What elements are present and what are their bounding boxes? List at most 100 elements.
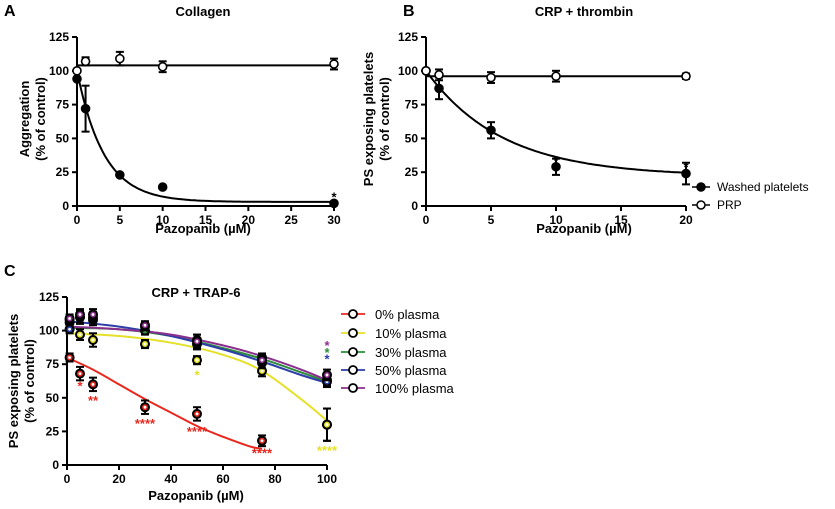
ylabel-a-line1: Aggregation (17, 81, 32, 158)
fit-curve-c-4 (66, 325, 328, 382)
x-tick-label-a: 0 (74, 213, 81, 227)
plot-a: 0 25 50 75 100 125 0 5 10 15 20 25 30 * (49, 30, 341, 227)
ylabel-c-line1: PS exposing platelets (6, 314, 21, 448)
x-tick-label-c: 20 (112, 472, 126, 486)
y-tick-label-c: 125 (39, 290, 59, 304)
data-point-center-c-1 (78, 333, 82, 337)
plot-b: 0 25 50 75 100 125 0 5 10 15 20 * * (398, 30, 693, 227)
data-point-b-1 (551, 71, 561, 82)
y-tick-label-b: 0 (411, 199, 418, 213)
data-point-b-1 (421, 66, 431, 76)
data-point-b-1 (681, 71, 691, 82)
data-point-center-c-1 (325, 423, 329, 427)
y-tick-label-c: 75 (46, 357, 60, 371)
legend-ab: Washed platelets PRP (692, 180, 809, 212)
significance-a-0: * (331, 189, 337, 204)
x-tick-label-a: 30 (327, 213, 341, 227)
data-point-center-c-0 (68, 356, 71, 359)
data-point-a-1 (157, 61, 168, 72)
xlabel-c: Pazopanib (µM) (148, 488, 244, 503)
data-point-center-c-1 (195, 358, 199, 362)
data-point-center-c-4 (143, 323, 147, 327)
data-point-center-c-4 (325, 373, 329, 377)
significance-c-7: * (324, 352, 330, 367)
data-point-center-c-0 (143, 405, 147, 409)
data-point-b-0 (551, 161, 561, 172)
y-tick-label-a: 25 (56, 165, 70, 179)
data-point-center-c-4 (91, 313, 95, 316)
y-tick-label-a: 100 (49, 64, 69, 78)
x-tick-label-a: 15 (199, 213, 213, 227)
legend-label-washed: Washed platelets (717, 180, 809, 194)
x-tick-label-a: 25 (284, 213, 298, 227)
title-a: Collagen (176, 4, 231, 19)
x-tick-label-a: 10 (156, 213, 170, 227)
legend-c-marker-4 (348, 383, 358, 393)
panel-letter-c: C (4, 263, 16, 280)
data-point-b-0 (486, 125, 496, 136)
significance-b-0: * (553, 153, 559, 168)
data-point-a-1 (115, 53, 125, 64)
data-point-a-1 (80, 56, 91, 67)
fit-curve-a-0 (76, 70, 334, 203)
x-tick-label-c: 80 (268, 472, 282, 486)
significance-c-0: * (77, 378, 83, 393)
y-tick-label-b: 50 (405, 131, 419, 145)
x-tick-label-a: 20 (242, 213, 256, 227)
y-tick-label-c: 100 (39, 324, 59, 338)
y-tick-label-c: 25 (46, 424, 60, 438)
ylabel-a-line2: (% of control) (33, 77, 48, 161)
x-tick-label-b: 5 (488, 213, 495, 227)
significance-c-3: **** (187, 424, 208, 439)
x-tick-label-b: 0 (423, 213, 430, 227)
significance-c-4: **** (252, 446, 273, 461)
ylabel-c-line2: (% of control) (22, 339, 37, 423)
data-point-center-c-4 (78, 313, 82, 316)
y-tick-label-c: 50 (46, 391, 60, 405)
data-point-center-c-0 (195, 412, 199, 416)
fit-curve-b-0 (425, 70, 687, 174)
title-c: CRP + TRAP-6 (152, 285, 241, 300)
x-tick-label-b: 15 (614, 213, 628, 227)
y-tick-label-a: 0 (62, 199, 69, 213)
ylabel-b-line1: PS exposing platelets (361, 52, 376, 186)
data-point-center-c-1 (91, 338, 95, 342)
data-point-a-1 (72, 66, 82, 76)
fit-curve-c-0 (66, 356, 263, 450)
legend-c-label-1: 10% plasma (375, 326, 447, 341)
y-tick-label-b: 75 (405, 98, 419, 112)
y-tick-label-a: 75 (56, 98, 70, 112)
significance-c-9: * (324, 338, 330, 353)
data-point-a-0 (157, 182, 168, 192)
data-point-center-c-0 (78, 372, 82, 376)
significance-c-5: * (194, 368, 200, 383)
data-point-center-c-4 (260, 358, 264, 362)
x-tick-label-c: 60 (216, 472, 230, 486)
legend-c-marker-1 (348, 328, 358, 338)
significance-b-1: * (683, 160, 689, 175)
data-point-a-0 (329, 198, 339, 209)
x-tick-label-c: 100 (317, 472, 337, 486)
significance-c-1: ** (88, 393, 99, 408)
data-point-b-1 (486, 72, 496, 83)
significance-c-8: * (324, 345, 330, 360)
legend-c-marker-2 (348, 347, 358, 357)
legend-c-marker-0 (348, 309, 358, 319)
legend-c-label-2: 30% plasma (375, 345, 447, 360)
fit-curve-c-1 (66, 332, 328, 422)
data-point-center-c-3 (68, 327, 71, 331)
x-tick-label-c: 40 (164, 472, 178, 486)
y-tick-label-a: 125 (49, 30, 69, 44)
title-b: CRP + thrombin (535, 4, 633, 19)
data-point-a-0 (115, 170, 125, 180)
panel-letter-b: B (403, 3, 415, 20)
data-point-a-0 (80, 103, 91, 114)
legend-c-marker-3 (348, 365, 358, 375)
y-tick-label-a: 50 (56, 131, 70, 145)
panel-letter-a: A (4, 3, 16, 20)
data-point-center-c-0 (260, 439, 264, 443)
x-tick-label-b: 20 (679, 213, 693, 227)
data-point-b-0 (681, 168, 691, 179)
